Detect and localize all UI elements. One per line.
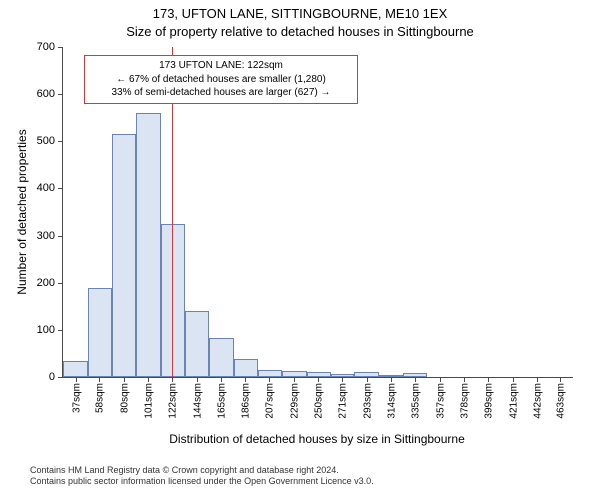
y-tick: 500 [37,135,63,147]
histogram-bar [63,361,88,377]
x-tick: 165sqm [215,383,228,419]
x-tick: 250sqm [312,383,325,419]
x-tick-mark [269,377,270,382]
y-tick: 0 [49,371,63,383]
x-tick: 314sqm [384,383,397,419]
x-tick-mark [488,377,489,382]
footnote: Contains HM Land Registry data © Crown c… [30,465,374,488]
x-tick-mark [245,377,246,382]
x-tick: 293sqm [360,383,373,419]
chart-title: 173, UFTON LANE, SITTINGBOURNE, ME10 1EX [0,6,600,21]
x-tick-mark [294,377,295,382]
x-tick-mark [76,377,77,382]
x-tick-mark [318,377,319,382]
x-tick: 186sqm [239,383,252,419]
chart-subtitle: Size of property relative to detached ho… [0,24,600,39]
x-tick: 207sqm [263,383,276,419]
histogram-bar [136,113,161,377]
x-tick: 122sqm [166,383,179,419]
x-tick-mark [464,377,465,382]
x-tick: 271sqm [335,383,348,419]
x-tick-mark [440,377,441,382]
x-axis-label: Distribution of detached houses by size … [62,432,572,446]
x-tick: 58sqm [93,383,106,413]
x-tick: 463sqm [554,383,567,419]
x-tick-mark [124,377,125,382]
x-tick-mark [99,377,100,382]
chart-container: 173, UFTON LANE, SITTINGBOURNE, ME10 1EX… [0,0,600,500]
x-tick-mark [221,377,222,382]
x-tick-mark [172,377,173,382]
y-tick: 300 [37,230,63,242]
histogram-bar [112,134,136,377]
annotation-box: 173 UFTON LANE: 122sqm ← 67% of detached… [84,55,358,104]
x-tick: 421sqm [506,383,519,419]
x-tick-mark [197,377,198,382]
x-tick-mark [148,377,149,382]
x-tick-mark [367,377,368,382]
y-tick: 200 [37,277,63,289]
x-tick: 37sqm [69,383,82,413]
histogram-bar [185,311,209,377]
y-tick: 600 [37,88,63,100]
y-tick: 400 [37,182,63,194]
y-tick: 700 [37,41,63,53]
x-tick: 335sqm [408,383,421,419]
x-tick-mark [513,377,514,382]
histogram-bar [258,370,282,377]
annotation-line-1: 173 UFTON LANE: 122sqm [91,59,351,73]
x-tick: 399sqm [481,383,494,419]
x-tick-mark [391,377,392,382]
x-tick: 101sqm [142,383,155,419]
x-tick: 144sqm [191,383,204,419]
x-tick-mark [342,377,343,382]
x-tick: 378sqm [457,383,470,419]
y-axis-label: Number of detached properties [15,112,29,312]
x-tick: 80sqm [118,383,131,413]
annotation-line-2: ← 67% of detached houses are smaller (1,… [91,73,351,87]
x-tick-mark [415,377,416,382]
x-tick-mark [537,377,538,382]
x-tick-mark [560,377,561,382]
histogram-bar [234,359,258,377]
x-tick: 442sqm [530,383,543,419]
y-tick: 100 [37,324,63,336]
annotation-line-3: 33% of semi-detached houses are larger (… [91,86,351,100]
x-tick: 357sqm [433,383,446,419]
histogram-bar [209,338,234,377]
x-tick: 229sqm [288,383,301,419]
histogram-bar [88,288,112,377]
